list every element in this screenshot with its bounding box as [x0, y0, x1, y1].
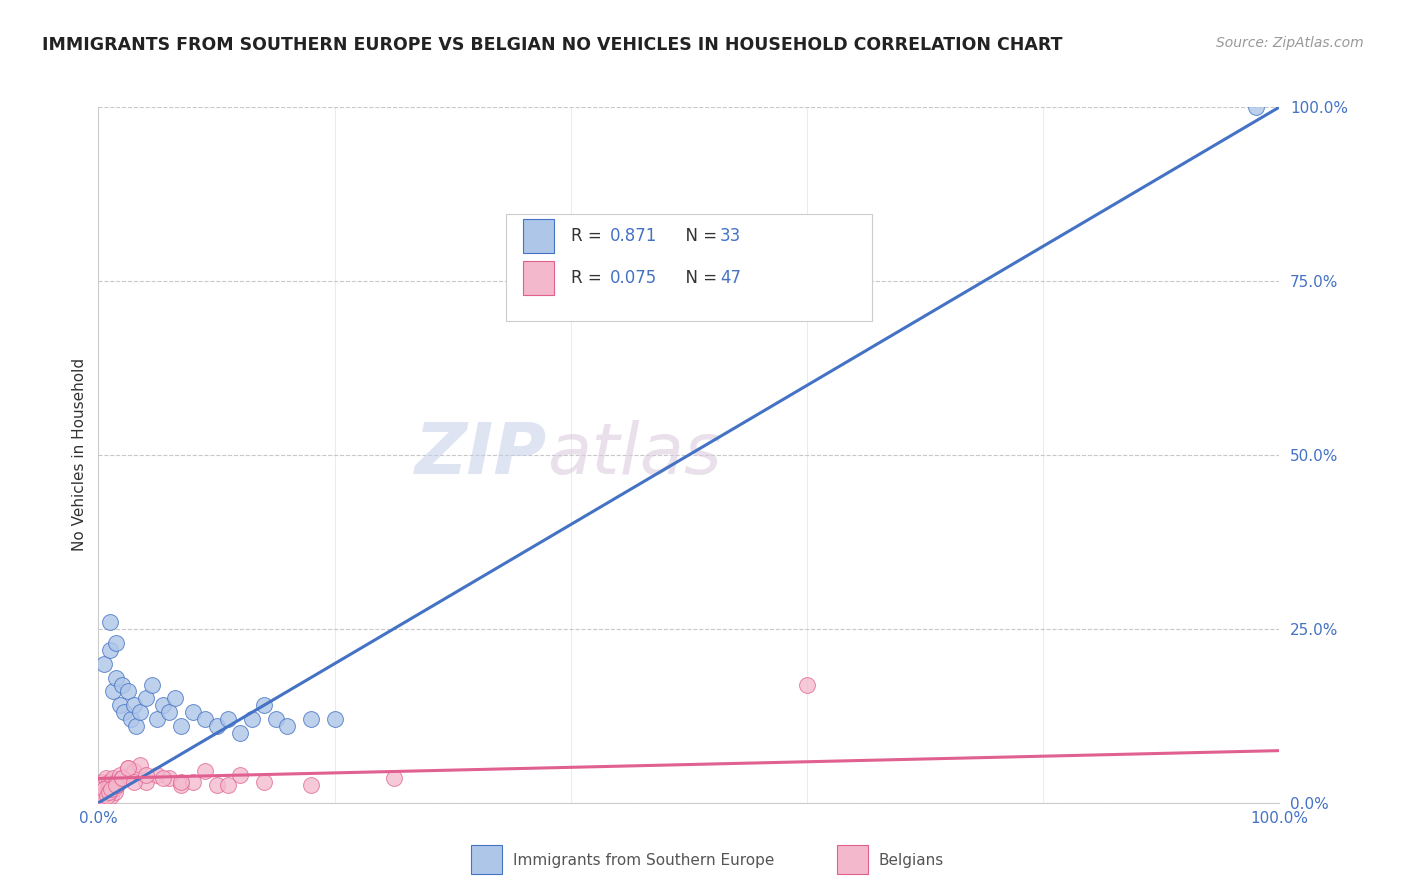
Point — [111, 772, 134, 786]
Point — [152, 772, 174, 786]
Point — [323, 712, 346, 726]
Text: R =: R = — [571, 227, 607, 245]
Point — [101, 684, 124, 698]
Point — [122, 764, 145, 779]
Text: ZIP: ZIP — [415, 420, 547, 490]
Point — [122, 698, 145, 713]
Point — [105, 775, 128, 789]
Point — [112, 706, 135, 720]
Point — [105, 778, 128, 792]
Point — [91, 789, 114, 803]
Point — [93, 781, 115, 796]
Point — [100, 781, 122, 796]
Point — [90, 785, 112, 799]
Y-axis label: No Vehicles in Household: No Vehicles in Household — [72, 359, 87, 551]
Point — [89, 781, 111, 796]
Point — [181, 706, 204, 720]
Point — [101, 772, 124, 786]
Point — [93, 657, 115, 671]
Point — [181, 775, 204, 789]
Point — [117, 761, 139, 775]
Text: 33: 33 — [720, 227, 741, 245]
Point — [125, 719, 148, 733]
Point — [104, 785, 127, 799]
Point — [240, 712, 263, 726]
Text: R =: R = — [571, 269, 607, 287]
Point — [205, 719, 228, 733]
Point — [264, 712, 287, 726]
Point — [94, 772, 117, 786]
Text: atlas: atlas — [547, 420, 721, 490]
Point — [128, 757, 150, 772]
Point — [276, 719, 298, 733]
Point — [299, 712, 322, 726]
Point — [111, 677, 134, 691]
Point — [91, 789, 114, 803]
Point — [98, 778, 121, 792]
Text: 0.075: 0.075 — [610, 269, 658, 287]
Point — [103, 781, 125, 796]
Point — [152, 698, 174, 713]
Text: Source: ZipAtlas.com: Source: ZipAtlas.com — [1216, 36, 1364, 50]
Point — [382, 772, 405, 786]
Point — [117, 761, 139, 775]
Point — [170, 719, 193, 733]
Point — [146, 712, 169, 726]
Point — [91, 775, 114, 789]
Point — [229, 726, 252, 740]
Text: 47: 47 — [720, 269, 741, 287]
Point — [93, 778, 115, 792]
Point — [1244, 100, 1267, 114]
Text: Belgians: Belgians — [879, 854, 943, 868]
Point — [98, 642, 121, 657]
Point — [299, 778, 322, 792]
Point — [111, 772, 134, 786]
Point — [194, 764, 217, 779]
Point — [98, 615, 121, 629]
Point — [105, 671, 128, 685]
Text: Immigrants from Southern Europe: Immigrants from Southern Europe — [513, 854, 775, 868]
Point — [253, 698, 276, 713]
Point — [170, 778, 193, 792]
Text: 0.871: 0.871 — [610, 227, 658, 245]
Point — [205, 778, 228, 792]
Point — [105, 636, 128, 650]
Point — [98, 775, 121, 789]
Point — [157, 772, 180, 786]
Point — [135, 691, 157, 706]
Point — [217, 778, 239, 792]
Point — [96, 789, 118, 803]
Point — [217, 712, 239, 726]
Point — [253, 775, 276, 789]
Point — [90, 792, 112, 806]
Point — [157, 706, 180, 720]
Point — [135, 768, 157, 782]
Point — [796, 677, 818, 691]
Point — [98, 785, 121, 799]
Point — [100, 789, 122, 803]
Point — [141, 677, 163, 691]
Point — [117, 684, 139, 698]
Point — [170, 775, 193, 789]
Point — [146, 768, 169, 782]
Point — [165, 691, 187, 706]
Point — [194, 712, 217, 726]
Point — [128, 706, 150, 720]
Point — [108, 698, 131, 713]
Point — [121, 712, 143, 726]
Point — [97, 781, 120, 796]
Text: N =: N = — [675, 227, 723, 245]
Point — [96, 785, 118, 799]
Point — [229, 768, 252, 782]
Text: IMMIGRANTS FROM SOUTHERN EUROPE VS BELGIAN NO VEHICLES IN HOUSEHOLD CORRELATION : IMMIGRANTS FROM SOUTHERN EUROPE VS BELGI… — [42, 36, 1063, 54]
Text: N =: N = — [675, 269, 723, 287]
Point — [135, 775, 157, 789]
Point — [108, 768, 131, 782]
Point — [122, 775, 145, 789]
Point — [105, 778, 128, 792]
